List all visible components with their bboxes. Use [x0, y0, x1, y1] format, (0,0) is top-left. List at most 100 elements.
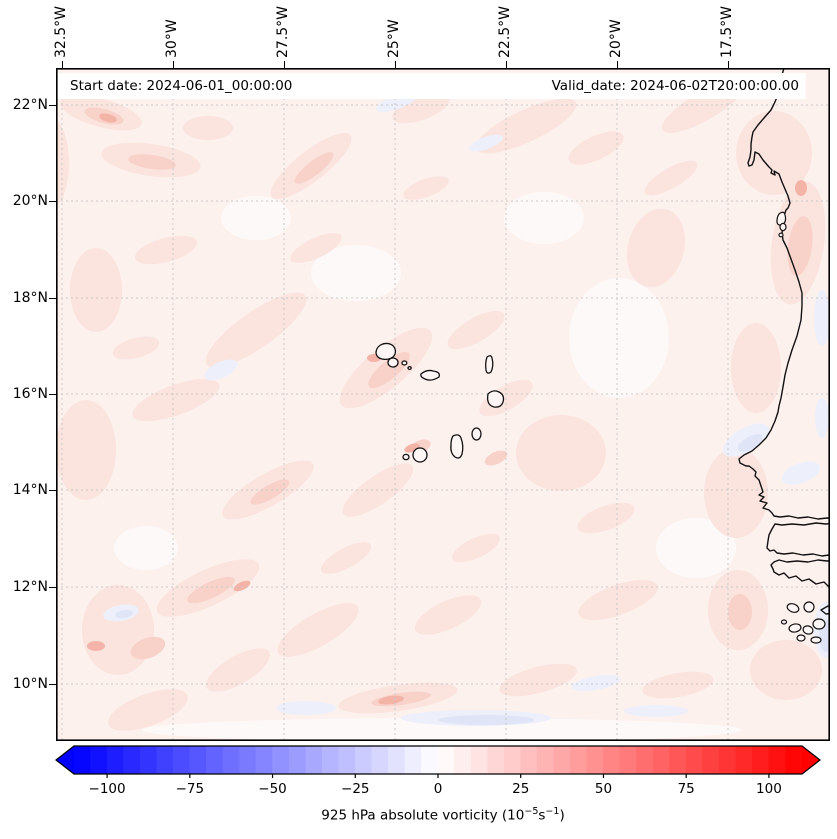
colorbar-segment [702, 746, 720, 774]
island-cape-verde [412, 447, 428, 463]
colorbar-segment [685, 746, 704, 774]
field-patch-pink [731, 323, 781, 413]
map-canvas [56, 68, 830, 741]
colorbar-segment [305, 746, 323, 774]
lat-tick-label: 16°N [12, 386, 48, 402]
field-patch-pink-strong [128, 154, 176, 170]
island-cape-verde [401, 360, 408, 366]
colorbar-segment [586, 746, 604, 774]
lat-tick [49, 297, 56, 299]
island-cape-verde [485, 355, 494, 374]
island-bijagos [802, 625, 814, 635]
colorbar-segment [123, 746, 141, 774]
colorbar-tick-label: −75 [175, 781, 205, 797]
start-date-label: Start date: 2024-06-01_00:00:00 [70, 78, 293, 94]
field-patch-pink [290, 233, 342, 263]
colorbar-segment [421, 746, 439, 774]
island-bijagos [812, 618, 826, 630]
lon-tick-label: 30°W [164, 19, 180, 58]
lon-tick [61, 61, 63, 68]
colorbar-segment [454, 746, 472, 774]
lat-tick [49, 489, 56, 491]
lon-tick-label: 20°W [608, 19, 624, 58]
colorbar-segment [470, 746, 488, 774]
colorbar-segment [603, 746, 621, 774]
field-patch-pink [644, 160, 698, 196]
annotation-background [57, 73, 806, 99]
lon-tick [505, 61, 507, 68]
lat-tick [49, 683, 56, 685]
field-patch-pink [447, 310, 505, 350]
lon-tick-label: 25°W [386, 19, 402, 58]
island-cape-verde [402, 453, 410, 461]
field-patch-pink [642, 671, 714, 699]
colorbar-label: 925 hPa absolute vorticity (10−5s−1) [56, 806, 830, 824]
colorbar-segment [73, 746, 91, 774]
colorbar-tick-label: 100 [756, 781, 782, 797]
field-patch-pink [403, 176, 449, 200]
field-patch-pink [568, 131, 624, 165]
lat-tick-label: 20°N [12, 193, 48, 209]
colorbar-segment [437, 746, 455, 774]
field-patch-blue [815, 398, 829, 438]
field-patch-blue [204, 359, 238, 381]
colorbar-segment [388, 746, 406, 774]
colorbar-segment [272, 746, 290, 774]
island-cape-verde [450, 434, 464, 459]
field-patch-blue [571, 674, 621, 692]
field-patch-pink-strong [728, 594, 752, 630]
field-patch-pink [320, 542, 372, 574]
field-patch-neutral [142, 718, 742, 741]
island-cape-verde [375, 342, 397, 360]
valid-date-label: Valid_date: 2024-06-02T20:00:00.00 [551, 78, 799, 94]
colorbar-segment [553, 746, 571, 774]
colorbar-segment [619, 746, 637, 774]
field-patch-pink-strong [187, 576, 235, 604]
island-cape-verde [420, 369, 441, 381]
colorbar-outline [55, 745, 821, 775]
lon-tick [394, 61, 396, 68]
island-banc-arguin [779, 222, 787, 232]
colorbar-segment [785, 746, 803, 774]
field-patch-pink [183, 116, 233, 140]
field-patch-pink [736, 111, 812, 195]
field-patch-blue-strong [438, 715, 534, 725]
colorbar-segment [503, 746, 522, 774]
field-patch-pink [704, 448, 768, 538]
colorbar-segment [321, 746, 340, 774]
colorbar-arrow-right [802, 746, 820, 774]
field-patch-pink [134, 235, 198, 265]
colorbar-segment [718, 746, 737, 774]
field-patch-neutral [221, 196, 291, 240]
lat-tick [49, 586, 56, 588]
field-patch-neutral [114, 526, 178, 570]
colorbar-segment [752, 746, 770, 774]
field-patch-pink [392, 92, 450, 124]
colorbar-segment [636, 746, 654, 774]
colorbar-segment [206, 746, 224, 774]
colorbar [55, 745, 821, 778]
colorbar-label-part: ) [559, 807, 565, 824]
lat-tick-label: 14°N [12, 482, 48, 498]
lat-tick [49, 393, 56, 395]
lat-tick [49, 104, 56, 106]
field-patch-pink-strong [484, 450, 508, 466]
colorbar-segment [371, 746, 389, 774]
field-patch-red [378, 695, 404, 705]
lon-tick [172, 61, 174, 68]
colorbar-label-part: s [538, 807, 546, 824]
field-patch-neutral [504, 192, 584, 244]
colorbar-tick-label: −50 [258, 781, 287, 797]
island-bijagos [780, 619, 788, 625]
field-patch-red [233, 580, 251, 592]
field-patch-pink [414, 595, 482, 635]
island-bijagos [803, 601, 815, 613]
colorbar-segment [255, 746, 273, 774]
lon-tick [283, 61, 285, 68]
colorbar-tick-label: 25 [512, 781, 530, 797]
colorbar-arrow-left [56, 746, 74, 774]
colorbar-segment [288, 746, 306, 774]
colorbar-segment [156, 746, 174, 774]
lat-tick-label: 22°N [12, 97, 48, 113]
